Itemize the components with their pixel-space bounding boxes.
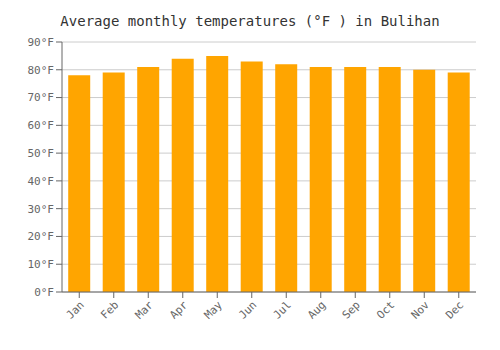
- svg-text:Jun: Jun: [236, 298, 259, 321]
- svg-text:0°F: 0°F: [34, 286, 54, 299]
- svg-text:40°F: 40°F: [28, 175, 55, 188]
- svg-text:20°F: 20°F: [28, 230, 55, 243]
- svg-text:Aug: Aug: [305, 298, 328, 321]
- svg-text:90°F: 90°F: [28, 36, 55, 49]
- svg-text:30°F: 30°F: [28, 203, 55, 216]
- svg-text:60°F: 60°F: [28, 119, 55, 132]
- svg-text:May: May: [202, 298, 226, 322]
- svg-text:Apr: Apr: [167, 298, 191, 322]
- svg-text:Nov: Nov: [409, 298, 433, 322]
- svg-text:Oct: Oct: [374, 298, 397, 321]
- html-text:Average monthly temperatures (: Average monthly temperatures (°F ) in Bu…: [60, 13, 440, 29]
- svg-text:70°F: 70°F: [28, 91, 55, 104]
- svg-text:Jul: Jul: [271, 298, 294, 321]
- svg-text:Sep: Sep: [340, 298, 363, 321]
- svg-text:Mar: Mar: [133, 298, 157, 322]
- svg-text:80°F: 80°F: [28, 64, 55, 77]
- svg-text:Dec: Dec: [443, 298, 466, 321]
- svg-text:Feb: Feb: [98, 298, 121, 321]
- svg-text:50°F: 50°F: [28, 147, 55, 160]
- svg-text:Jan: Jan: [64, 298, 87, 321]
- svg-text:10°F: 10°F: [28, 258, 55, 271]
